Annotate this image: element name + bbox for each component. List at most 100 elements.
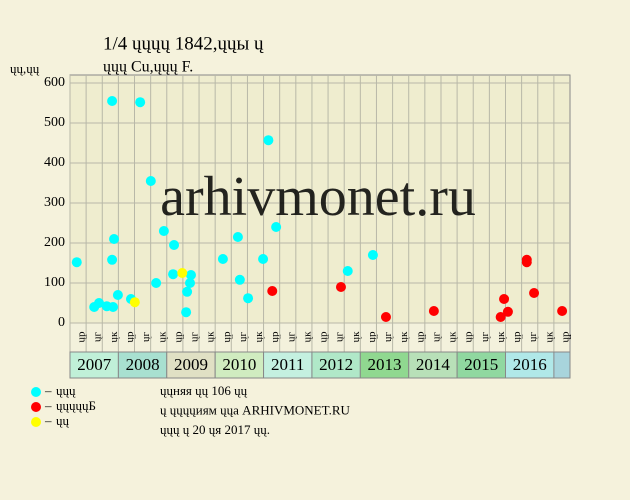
x-tick-label: ųр bbox=[414, 331, 426, 343]
legend-marker bbox=[31, 387, 41, 397]
x-tick-label: ųр bbox=[318, 331, 330, 343]
data-point bbox=[129, 297, 140, 308]
x-tick-label: ųр bbox=[366, 331, 378, 343]
legend-label: ųų bbox=[56, 413, 70, 428]
x-tick-label: ųг bbox=[382, 332, 394, 343]
data-point bbox=[267, 286, 278, 296]
legend-marker bbox=[31, 402, 41, 412]
legend-label: ųųų bbox=[56, 383, 76, 398]
x-tick-label: ųр bbox=[463, 331, 475, 343]
data-point bbox=[258, 254, 269, 264]
legend-dash: – bbox=[44, 383, 52, 398]
y-tick-label: 100 bbox=[44, 275, 65, 290]
legend-dash: – bbox=[44, 413, 52, 428]
x-tick-label: ųр bbox=[76, 331, 88, 343]
year-cell bbox=[166, 351, 216, 379]
data-point bbox=[428, 306, 439, 316]
legend-label: ųųųųųБ bbox=[56, 398, 96, 413]
year-label: 2010 bbox=[222, 355, 256, 374]
year-cell bbox=[456, 351, 506, 379]
data-point bbox=[557, 306, 568, 316]
data-point bbox=[263, 135, 274, 146]
year-cell bbox=[504, 351, 555, 379]
x-tick-label: ųр bbox=[221, 331, 233, 343]
x-tick-label: ųг bbox=[430, 332, 442, 343]
data-point bbox=[151, 278, 162, 288]
x-tick-label: ųк bbox=[108, 331, 120, 343]
data-point bbox=[502, 306, 513, 317]
year-cell bbox=[214, 351, 265, 379]
data-point bbox=[108, 302, 119, 312]
x-tick-label: ųр bbox=[269, 331, 281, 343]
data-point bbox=[185, 270, 196, 280]
data-point bbox=[94, 298, 105, 308]
x-tick-label: ųг bbox=[188, 332, 200, 343]
data-point bbox=[107, 254, 118, 265]
x-tick-label: ųр bbox=[124, 331, 136, 343]
year-label: 2013 bbox=[368, 355, 402, 374]
data-point bbox=[145, 176, 156, 186]
data-point bbox=[135, 97, 146, 108]
data-point bbox=[71, 257, 82, 268]
y-tick-label: 500 bbox=[44, 115, 65, 130]
x-tick-label: ųр bbox=[172, 331, 184, 343]
data-point bbox=[529, 288, 540, 298]
data-point bbox=[168, 269, 179, 280]
data-point bbox=[243, 293, 254, 304]
note: ų ųųųųиям ųųа ARHIVMONET.RU bbox=[160, 402, 351, 417]
data-point bbox=[495, 312, 506, 322]
x-tick-label: ųк bbox=[350, 331, 362, 343]
data-point bbox=[107, 96, 118, 106]
note: ųųų ų 20 ųя 2017 ųų. bbox=[160, 422, 270, 437]
data-point bbox=[335, 282, 346, 292]
data-point bbox=[182, 286, 193, 297]
data-point bbox=[232, 232, 243, 242]
data-point bbox=[112, 290, 123, 300]
x-tick-label: ųг bbox=[334, 332, 346, 343]
year-label: 2012 bbox=[319, 355, 353, 374]
data-point bbox=[499, 294, 510, 304]
x-tick-label: ųг bbox=[92, 332, 104, 343]
data-point bbox=[185, 278, 196, 288]
legend-dash: – bbox=[44, 398, 52, 413]
year-label: 2016 bbox=[513, 355, 547, 374]
y-tick-label: 400 bbox=[44, 155, 65, 170]
legend-marker bbox=[31, 417, 41, 427]
data-point bbox=[158, 226, 169, 236]
chart-subtitle: ųųų Cu,ųųų F. bbox=[103, 59, 193, 76]
x-tick-label: ųг bbox=[285, 332, 297, 343]
data-point bbox=[169, 240, 180, 250]
watermark: arhivmonet.ru bbox=[160, 166, 476, 228]
x-tick-label: ųк bbox=[398, 331, 410, 343]
year-label: 2014 bbox=[416, 355, 451, 374]
x-tick-label: ųк bbox=[205, 331, 217, 343]
note: ųųняя ųų 106 ųų bbox=[160, 383, 248, 398]
data-point bbox=[109, 234, 120, 244]
data-point bbox=[380, 312, 391, 322]
x-tick-label: ųг bbox=[527, 332, 539, 343]
x-tick-label: ųк bbox=[495, 331, 507, 343]
x-tick-label: ųк bbox=[253, 331, 265, 343]
data-point bbox=[271, 222, 282, 232]
x-tick-label: ųк bbox=[301, 331, 313, 343]
year-label: 2011 bbox=[271, 355, 304, 374]
data-point bbox=[234, 274, 245, 285]
year-cell bbox=[263, 351, 313, 379]
year-label: 2007 bbox=[77, 355, 112, 374]
year-label: 2008 bbox=[126, 355, 160, 374]
data-point bbox=[181, 307, 192, 318]
x-tick-label: ųр bbox=[559, 331, 571, 343]
y-axis-label: ųų,ųų bbox=[10, 61, 40, 76]
x-tick-label: ųк bbox=[447, 331, 459, 343]
y-tick-label: 0 bbox=[58, 315, 65, 330]
year-label: 2015 bbox=[464, 355, 498, 374]
year-cell bbox=[408, 351, 458, 379]
year-cell bbox=[311, 351, 361, 379]
x-tick-label: ųк bbox=[543, 331, 555, 343]
year-cell bbox=[117, 351, 168, 379]
x-tick-label: ųг bbox=[140, 332, 152, 343]
x-tick-label: ųк bbox=[156, 331, 168, 343]
year-cell bbox=[69, 351, 119, 379]
x-tick-label: ųг bbox=[479, 332, 491, 343]
